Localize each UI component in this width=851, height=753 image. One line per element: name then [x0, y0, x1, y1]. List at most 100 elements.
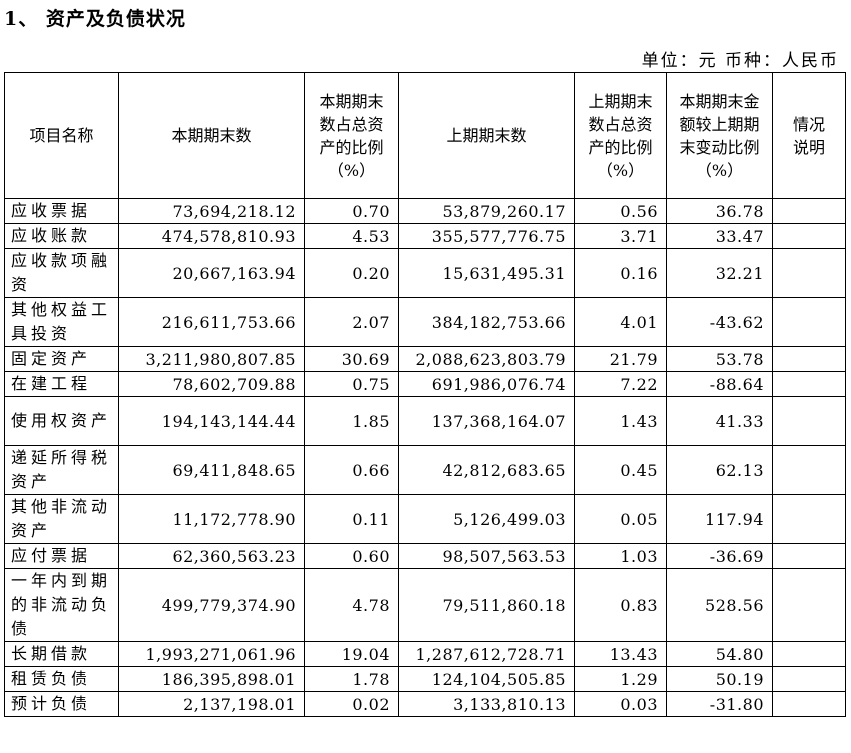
row-current: 3,211,980,807.85 — [118, 346, 305, 372]
row-previous: 384,182,753.66 — [398, 297, 575, 347]
row-name: 其他权益工具投资 — [4, 297, 119, 347]
row-current-pct: 0.02 — [304, 691, 399, 717]
row-change: 33.47 — [666, 223, 773, 249]
row-name: 应付票据 — [4, 543, 119, 569]
row-previous: 53,879,260.17 — [398, 198, 575, 224]
row-current: 499,779,374.90 — [118, 568, 305, 642]
row-current: 194,143,144.44 — [118, 396, 305, 446]
table-row: 一年内到期的非流动负债 499,779,374.90 4.78 79,511,860.… — [4, 568, 846, 642]
row-previous: 98,507,563.53 — [398, 543, 575, 569]
row-note — [772, 445, 846, 495]
table-row: 递延所得税资产 69,411,848.65 0.66 42,812,683.65 0.4… — [4, 445, 846, 495]
section-title: 1、 资产及负债状况 — [4, 8, 186, 30]
row-current: 78,602,709.88 — [118, 371, 305, 397]
row-change: 528.56 — [666, 568, 773, 642]
row-previous-pct: 1.29 — [574, 666, 667, 692]
table-row: 使用权资产 194,143,144.44 1.85 137,368,164.07 1.4… — [4, 396, 846, 446]
row-previous-pct: 0.56 — [574, 198, 667, 224]
row-name: 递延所得税资产 — [4, 445, 119, 495]
table-row: 长期借款 1,993,271,061.96 19.04 1,287,612,728.7… — [4, 641, 846, 667]
row-note — [772, 543, 846, 569]
header-previous-pct: 上期期末数占总资产的比例（%） — [574, 72, 667, 199]
row-current: 20,667,163.94 — [118, 248, 305, 298]
row-current: 1,993,271,061.96 — [118, 641, 305, 667]
row-previous-pct: 0.03 — [574, 691, 667, 717]
row-previous-pct: 4.01 — [574, 297, 667, 347]
row-name: 固定资产 — [4, 346, 119, 372]
row-name: 应收票据 — [4, 198, 119, 224]
row-previous-pct: 7.22 — [574, 371, 667, 397]
row-previous: 124,104,505.85 — [398, 666, 575, 692]
row-current: 11,172,778.90 — [118, 494, 305, 544]
row-name: 长期借款 — [4, 641, 119, 667]
row-note — [772, 371, 846, 397]
row-name: 应收款项融资 — [4, 248, 119, 298]
row-previous-pct: 1.03 — [574, 543, 667, 569]
table-row: 租赁负债 186,395,898.01 1.78 124,104,505.85 1.29… — [4, 666, 846, 692]
row-name: 应收账款 — [4, 223, 119, 249]
row-previous: 42,812,683.65 — [398, 445, 575, 495]
table-row: 应收账款 474,578,810.93 4.53 355,577,776.75 3.71… — [4, 223, 846, 249]
row-previous-pct: 1.43 — [574, 396, 667, 446]
row-name: 其他非流动资产 — [4, 494, 119, 544]
row-current: 62,360,563.23 — [118, 543, 305, 569]
row-current-pct: 0.60 — [304, 543, 399, 569]
row-current-pct: 30.69 — [304, 346, 399, 372]
row-previous: 5,126,499.03 — [398, 494, 575, 544]
row-previous-pct: 0.16 — [574, 248, 667, 298]
table-row: 其他权益工具投资 216,611,753.66 2.07 384,182,753.66… — [4, 297, 846, 347]
row-change: -88.64 — [666, 371, 773, 397]
row-previous: 691,986,076.74 — [398, 371, 575, 397]
row-previous-pct: 13.43 — [574, 641, 667, 667]
row-change: -43.62 — [666, 297, 773, 347]
row-previous: 2,088,623,803.79 — [398, 346, 575, 372]
table-row: 预计负债 2,137,198.01 0.02 3,133,810.13 0.03 -31.… — [4, 691, 846, 717]
row-current-pct: 0.20 — [304, 248, 399, 298]
row-change: -36.69 — [666, 543, 773, 569]
row-current-pct: 4.78 — [304, 568, 399, 642]
row-note — [772, 641, 846, 667]
row-previous-pct: 0.83 — [574, 568, 667, 642]
row-name: 预计负债 — [4, 691, 119, 717]
row-current: 216,611,753.66 — [118, 297, 305, 347]
row-note — [772, 346, 846, 372]
row-current-pct: 2.07 — [304, 297, 399, 347]
row-previous-pct: 0.45 — [574, 445, 667, 495]
row-change: 32.21 — [666, 248, 773, 298]
row-note — [772, 494, 846, 544]
row-previous: 355,577,776.75 — [398, 223, 575, 249]
row-change: -31.80 — [666, 691, 773, 717]
header-name: 项目名称 — [4, 72, 119, 199]
row-current: 69,411,848.65 — [118, 445, 305, 495]
row-previous: 79,511,860.18 — [398, 568, 575, 642]
table-row: 应收票据 73,694,218.12 0.70 53,879,260.17 0.56 36… — [4, 198, 846, 224]
row-previous-pct: 21.79 — [574, 346, 667, 372]
row-change: 54.80 — [666, 641, 773, 667]
balance-table: 项目名称 本期期末数 本期期末数占总资产的比例（%） 上期期末数 上期期末数占总… — [4, 72, 846, 717]
header-row: 项目名称 本期期末数 本期期末数占总资产的比例（%） 上期期末数 上期期末数占总… — [4, 72, 846, 199]
table-row: 应付票据 62,360,563.23 0.60 98,507,563.53 1.03 -3… — [4, 543, 846, 569]
row-name: 在建工程 — [4, 371, 119, 397]
row-note — [772, 666, 846, 692]
unit-currency-line: 单位：元 币种：人民币 — [641, 51, 839, 71]
row-name: 租赁负债 — [4, 666, 119, 692]
row-note — [772, 297, 846, 347]
row-note — [772, 568, 846, 642]
row-current: 2,137,198.01 — [118, 691, 305, 717]
row-previous: 3,133,810.13 — [398, 691, 575, 717]
row-current-pct: 4.53 — [304, 223, 399, 249]
table-row: 固定资产 3,211,980,807.85 30.69 2,088,623,803.7… — [4, 346, 846, 372]
header-previous: 上期期末数 — [398, 72, 575, 199]
row-current: 186,395,898.01 — [118, 666, 305, 692]
row-change: 53.78 — [666, 346, 773, 372]
row-current-pct: 0.75 — [304, 371, 399, 397]
row-current-pct: 1.85 — [304, 396, 399, 446]
header-note: 情况说明 — [772, 72, 846, 199]
row-current-pct: 0.66 — [304, 445, 399, 495]
row-change: 36.78 — [666, 198, 773, 224]
row-previous: 137,368,164.07 — [398, 396, 575, 446]
row-note — [772, 198, 846, 224]
row-change: 62.13 — [666, 445, 773, 495]
row-note — [772, 248, 846, 298]
row-previous-pct: 3.71 — [574, 223, 667, 249]
